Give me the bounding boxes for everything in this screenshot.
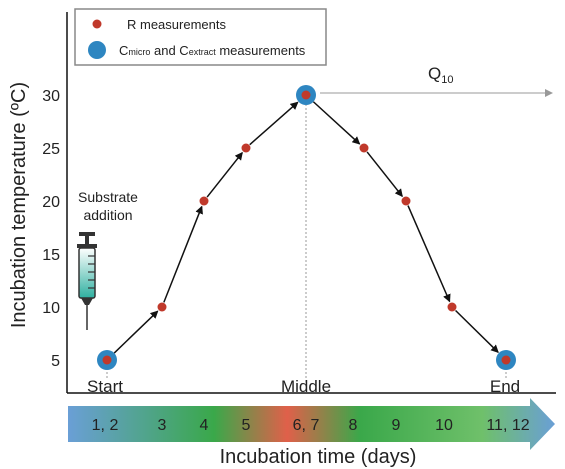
syringe-icon bbox=[77, 232, 97, 330]
y-tick-label: 20 bbox=[42, 194, 60, 211]
y-tick-label: 25 bbox=[42, 141, 60, 158]
time-arrow-band bbox=[68, 398, 555, 450]
r-measurement-point bbox=[199, 196, 209, 206]
y-tick-label: 10 bbox=[42, 300, 60, 317]
time-label: 10 bbox=[435, 417, 453, 434]
time-label: 11, 12 bbox=[486, 417, 529, 434]
start-label: Start bbox=[87, 377, 123, 396]
time-arrow-labels: 1, 2 3 4 5 6, 7 8 9 10 11, 12 bbox=[92, 417, 530, 434]
measurement-arrow bbox=[206, 151, 243, 198]
measurement-arrow bbox=[455, 309, 499, 353]
r-measurement-point bbox=[447, 302, 457, 312]
measurement-arrow bbox=[407, 205, 451, 303]
legend-c-marker bbox=[88, 41, 106, 59]
y-tick-label: 15 bbox=[42, 247, 60, 264]
legend-r-marker bbox=[92, 19, 102, 29]
measurement-arrow bbox=[312, 101, 361, 145]
y-axis-ticks: 5 10 15 20 25 30 bbox=[42, 88, 60, 370]
q10-label: Q10 bbox=[428, 64, 453, 86]
time-label: 8 bbox=[349, 417, 358, 434]
end-label: End bbox=[490, 377, 520, 396]
legend-r-label: R measurements bbox=[127, 17, 226, 32]
time-label: 6, 7 bbox=[293, 417, 320, 434]
y-axis-label: Incubation temperature (ºC) bbox=[8, 82, 30, 328]
measurement-points bbox=[97, 85, 516, 370]
time-label: 5 bbox=[242, 417, 251, 434]
measurement-arrow bbox=[249, 101, 299, 146]
time-label: 4 bbox=[200, 417, 209, 434]
time-label: 1, 2 bbox=[92, 417, 119, 434]
time-label: 9 bbox=[392, 417, 401, 434]
legend: R measurements Cmicro and Cextract measu… bbox=[74, 8, 327, 66]
r-measurement-point bbox=[241, 143, 251, 153]
measurement-arrows bbox=[113, 101, 499, 354]
substrate-label-line2: addition bbox=[83, 207, 132, 223]
x-axis-label: Incubation time (days) bbox=[220, 446, 417, 468]
legend-c-label: Cmicro and Cextract measurements bbox=[119, 43, 306, 58]
measurement-arrow bbox=[366, 151, 403, 198]
y-tick-label: 30 bbox=[42, 88, 60, 105]
r-measurement-point bbox=[102, 355, 112, 365]
r-measurement-point bbox=[301, 90, 311, 100]
substrate-label-line1: Substrate bbox=[78, 189, 138, 205]
measurement-arrow bbox=[113, 310, 159, 354]
y-tick-label: 5 bbox=[51, 353, 60, 370]
r-measurement-point bbox=[359, 143, 369, 153]
r-measurement-point bbox=[501, 355, 511, 365]
middle-label: Middle bbox=[281, 377, 331, 396]
time-label: 3 bbox=[158, 417, 167, 434]
r-measurement-point bbox=[401, 196, 411, 206]
r-measurement-point bbox=[157, 302, 167, 312]
measurement-arrow bbox=[163, 205, 203, 303]
